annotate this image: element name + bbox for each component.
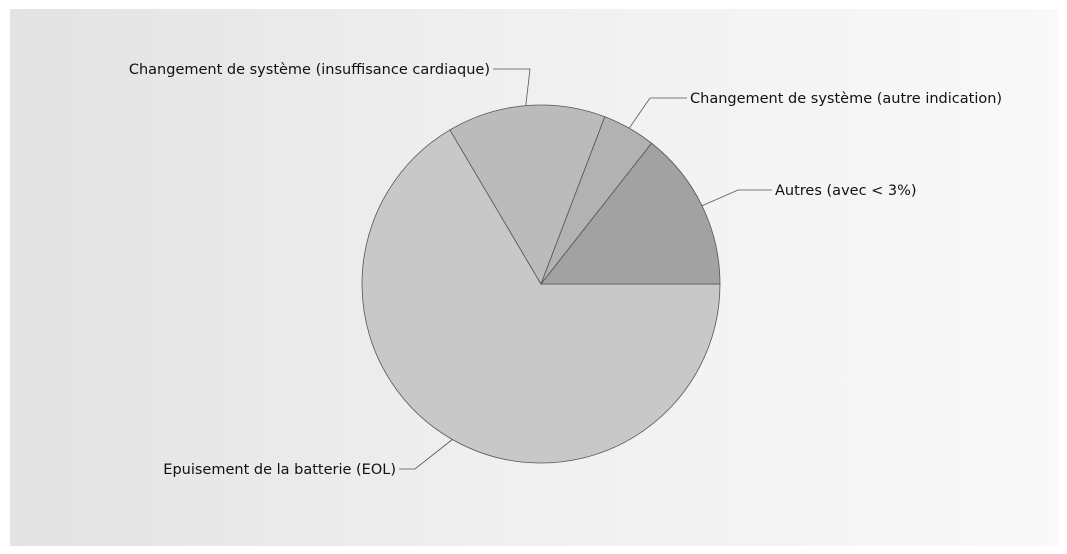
- leaders-layer: [399, 68, 772, 470]
- slice-changement-insuffisance: [449, 104, 606, 285]
- label-autres: Autres (avec < 3%): [775, 183, 917, 199]
- label-epuisement-batterie: Epuisement de la batterie (EOL): [163, 462, 396, 478]
- slices-layer: [361, 104, 721, 464]
- label-changement-autre: Changement de système (autre indication): [690, 91, 1002, 107]
- leader-changement-insuffisance: [493, 68, 531, 106]
- slice-autres: [540, 142, 721, 285]
- chart-panel: Epuisement de la batterie (EOL) Changeme…: [10, 9, 1058, 546]
- slice-epuisement-batterie: [361, 129, 721, 464]
- labels-layer: Epuisement de la batterie (EOL) Changeme…: [129, 62, 1002, 478]
- label-changement-insuffisance: Changement de système (insuffisance card…: [129, 62, 490, 78]
- leader-autres: [701, 189, 772, 207]
- leader-changement-autre: [628, 97, 687, 129]
- pie-chart: Epuisement de la batterie (EOL) Changeme…: [129, 62, 1002, 478]
- leader-epuisement-batterie: [399, 439, 453, 470]
